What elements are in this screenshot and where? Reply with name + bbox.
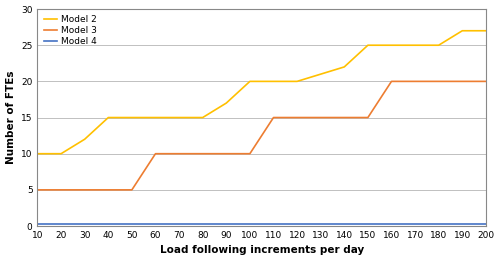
Model 3 [106,188,112,191]
Model 4 [34,222,40,226]
Model 2 [460,29,466,32]
Model 3 [129,188,135,191]
Model 3 [200,152,205,155]
Model 2 [412,44,418,47]
Model 3 [460,80,466,83]
Model 4 [294,222,300,226]
Model 3 [82,188,87,191]
Model 2 [129,116,135,119]
Model 2 [436,44,442,47]
Model 3 [270,116,276,119]
Model 4 [388,222,394,226]
Model 3 [152,152,158,155]
Model 4 [152,222,158,226]
Model 2 [106,116,112,119]
Model 3 [436,80,442,83]
Model 2 [247,80,253,83]
Model 2 [152,116,158,119]
X-axis label: Load following increments per day: Load following increments per day [160,245,364,256]
Model 4 [129,222,135,226]
Model 3 [294,116,300,119]
Legend: Model 2, Model 3, Model 4: Model 2, Model 3, Model 4 [40,12,100,50]
Model 2 [200,116,205,119]
Model 4 [460,222,466,226]
Model 4 [436,222,442,226]
Line: Model 3: Model 3 [38,81,486,190]
Model 3 [483,80,489,83]
Model 2 [388,44,394,47]
Model 4 [247,222,253,226]
Model 4 [200,222,205,226]
Model 4 [270,222,276,226]
Model 3 [412,80,418,83]
Model 3 [365,116,371,119]
Model 2 [365,44,371,47]
Model 2 [294,80,300,83]
Model 4 [176,222,182,226]
Model 3 [176,152,182,155]
Model 4 [318,222,324,226]
Model 3 [388,80,394,83]
Model 4 [412,222,418,226]
Model 4 [106,222,112,226]
Model 3 [318,116,324,119]
Model 2 [483,29,489,32]
Model 2 [318,73,324,76]
Model 4 [224,222,230,226]
Model 3 [224,152,230,155]
Model 2 [224,102,230,105]
Model 3 [247,152,253,155]
Model 2 [34,152,40,155]
Y-axis label: Number of FTEs: Number of FTEs [6,71,16,164]
Model 2 [82,138,87,141]
Model 3 [342,116,347,119]
Model 4 [342,222,347,226]
Model 3 [58,188,64,191]
Model 4 [483,222,489,226]
Model 4 [58,222,64,226]
Model 3 [34,188,40,191]
Model 2 [342,65,347,68]
Model 4 [365,222,371,226]
Model 2 [58,152,64,155]
Line: Model 2: Model 2 [38,31,486,154]
Model 2 [176,116,182,119]
Model 4 [82,222,87,226]
Model 2 [270,80,276,83]
